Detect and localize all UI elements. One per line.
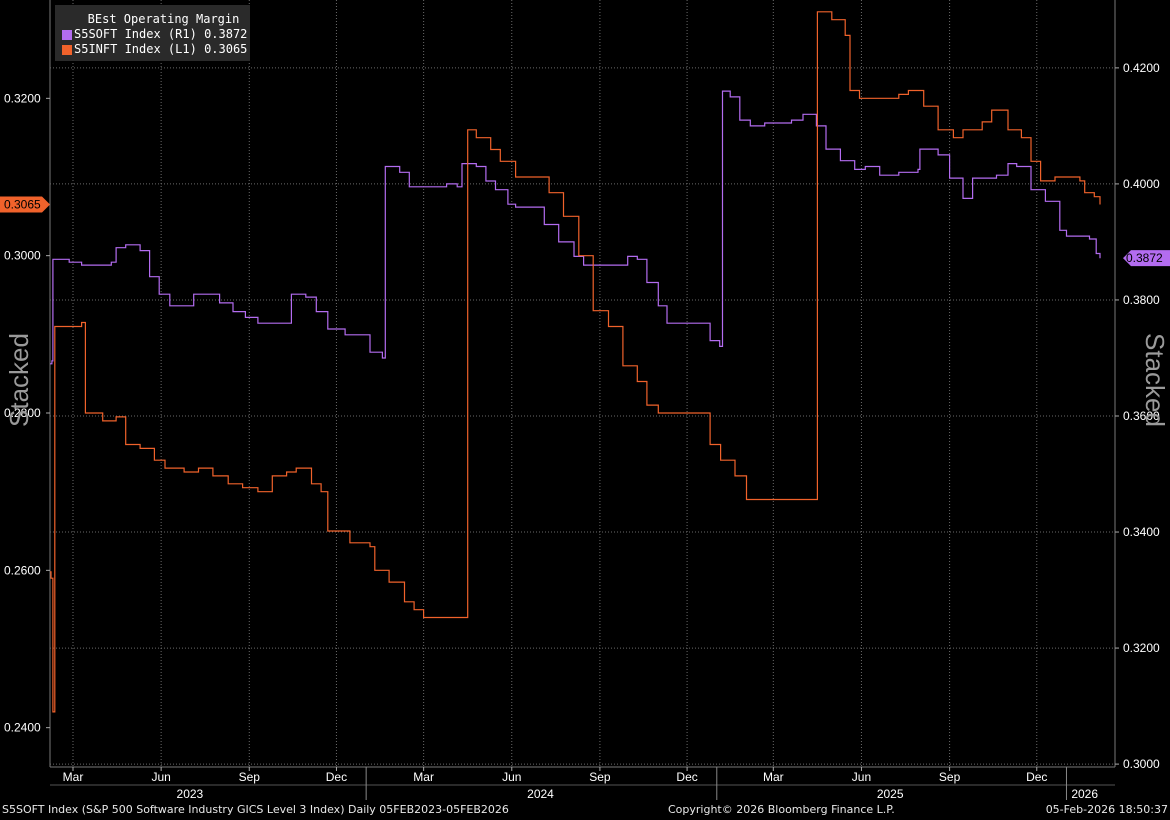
left-tick-label-0: 0.2400 xyxy=(4,721,41,735)
legend-swatch-s5soft xyxy=(62,29,72,40)
x-tick-label-6: Sep xyxy=(589,770,611,784)
series-line-s5soft xyxy=(50,90,1101,365)
footer-timestamp: 05-Feb-2026 18:50:37 xyxy=(1045,803,1168,816)
chart-title: BEst Operating Margin xyxy=(87,12,240,26)
left-value-badge xyxy=(0,196,50,213)
left-tick-label-2: 0.2800 xyxy=(4,406,41,420)
right-tick-label-3: 0.3600 xyxy=(1123,409,1160,423)
series-line-s5inft xyxy=(50,11,1101,713)
left-value-badge-text: 0.3065 xyxy=(4,198,41,212)
x-tick-label-0: Mar xyxy=(63,770,84,784)
right-value-badge-text: 0.3872 xyxy=(1126,251,1163,265)
x-year-label-3: 2026 xyxy=(1071,787,1098,801)
legend-value-s5soft: 0.3872 xyxy=(204,27,248,41)
right-tick-label-2: 0.3400 xyxy=(1123,525,1160,539)
legend-label-s5inft: S5INFT Index (L1) xyxy=(74,42,197,56)
left-tick-label-3: 0.3000 xyxy=(4,249,41,263)
chart-legend: BEst Operating Margin S5SOFT Index (R1) … xyxy=(55,5,250,61)
x-year-label-1: 2024 xyxy=(527,787,554,801)
left-tick-label-1: 0.2600 xyxy=(4,563,41,577)
x-year-label-0: 2023 xyxy=(177,787,204,801)
right-tick-label-6: 0.4200 xyxy=(1123,61,1160,75)
x-year-label-2: 2025 xyxy=(877,787,904,801)
legend-entry-s5inft: S5INFT Index (L1) 0.3065 xyxy=(55,42,250,57)
legend-swatch-s5inft xyxy=(62,44,72,55)
legend-value-s5inft: 0.3065 xyxy=(204,42,248,56)
x-tick-label-5: Jun xyxy=(502,770,521,784)
x-tick-label-2: Sep xyxy=(239,770,261,784)
x-tick-label-1: Jun xyxy=(151,770,170,784)
x-tick-label-10: Sep xyxy=(939,770,961,784)
x-tick-label-11: Dec xyxy=(1026,770,1047,784)
footer-copyright: Copyright© 2026 Bloomberg Finance L.P. xyxy=(668,803,895,816)
legend-label-s5soft: S5SOFT Index (R1) xyxy=(74,27,197,41)
left-tick-label-4: 0.3200 xyxy=(4,91,41,105)
x-tick-label-7: Dec xyxy=(676,770,697,784)
x-tick-label-3: Dec xyxy=(326,770,347,784)
x-tick-label-4: Mar xyxy=(413,770,434,784)
footer-source: S5SOFT Index (S&P 500 Software Industry … xyxy=(2,803,509,816)
right-tick-label-1: 0.3200 xyxy=(1123,641,1160,655)
right-tick-label-4: 0.3800 xyxy=(1123,293,1160,307)
right-tick-label-5: 0.4000 xyxy=(1123,177,1160,191)
x-tick-label-9: Jun xyxy=(852,770,871,784)
x-tick-label-8: Mar xyxy=(763,770,784,784)
right-side-label: Stacked xyxy=(1140,333,1170,427)
left-side-label: Stacked xyxy=(4,333,34,427)
right-value-badge xyxy=(1123,250,1170,267)
legend-entry-s5soft: S5SOFT Index (R1) 0.3872 xyxy=(55,27,250,42)
right-tick-label-0: 0.3000 xyxy=(1123,757,1160,771)
